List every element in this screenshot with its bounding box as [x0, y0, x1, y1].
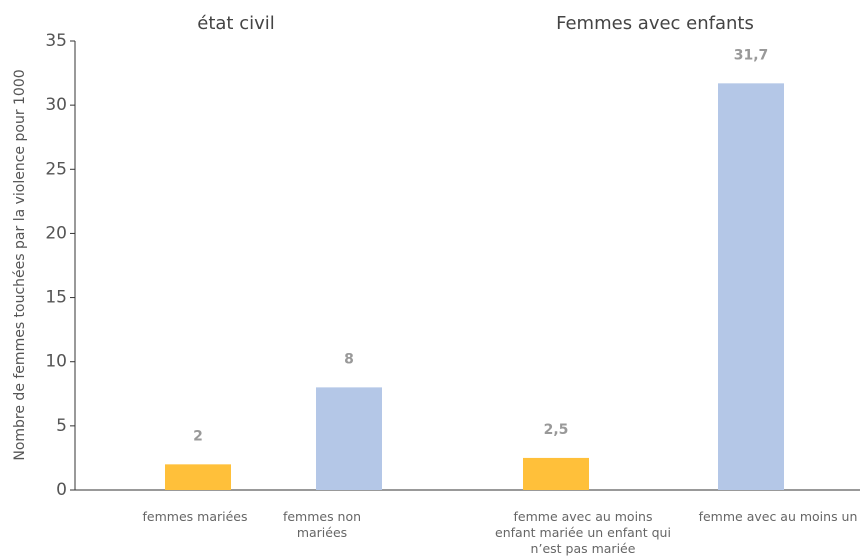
- value-label: 2: [193, 428, 203, 444]
- value-label: 31,7: [734, 47, 769, 63]
- y-tick-label: 30: [45, 95, 67, 115]
- y-tick-label: 0: [56, 480, 67, 500]
- value-label: 8: [344, 351, 354, 367]
- y-tick-label: 5: [56, 416, 67, 436]
- bar: [316, 387, 382, 490]
- bar: [165, 464, 231, 490]
- x-tick-label: femme avec au moins un: [699, 509, 858, 524]
- x-tick-label: femmes mariées: [143, 509, 248, 524]
- x-tick-label: femmes non mariées: [283, 509, 361, 540]
- bar: [523, 457, 589, 490]
- y-axis-label: Nombre de femmes touchées par la violenc…: [12, 69, 28, 460]
- value-label: 2,5: [544, 422, 569, 438]
- group-title: Femmes avec enfants: [556, 13, 754, 34]
- y-tick-label: 15: [45, 288, 67, 308]
- y-tick-label: 20: [45, 223, 67, 243]
- y-tick-label: 35: [45, 31, 67, 51]
- x-tick-label: femme avec au moins enfant mariée un enfa…: [495, 509, 671, 556]
- bar: [718, 83, 784, 490]
- group-title: état civil: [197, 13, 275, 34]
- y-tick-label: 25: [45, 159, 67, 179]
- y-tick-label: 10: [45, 352, 67, 372]
